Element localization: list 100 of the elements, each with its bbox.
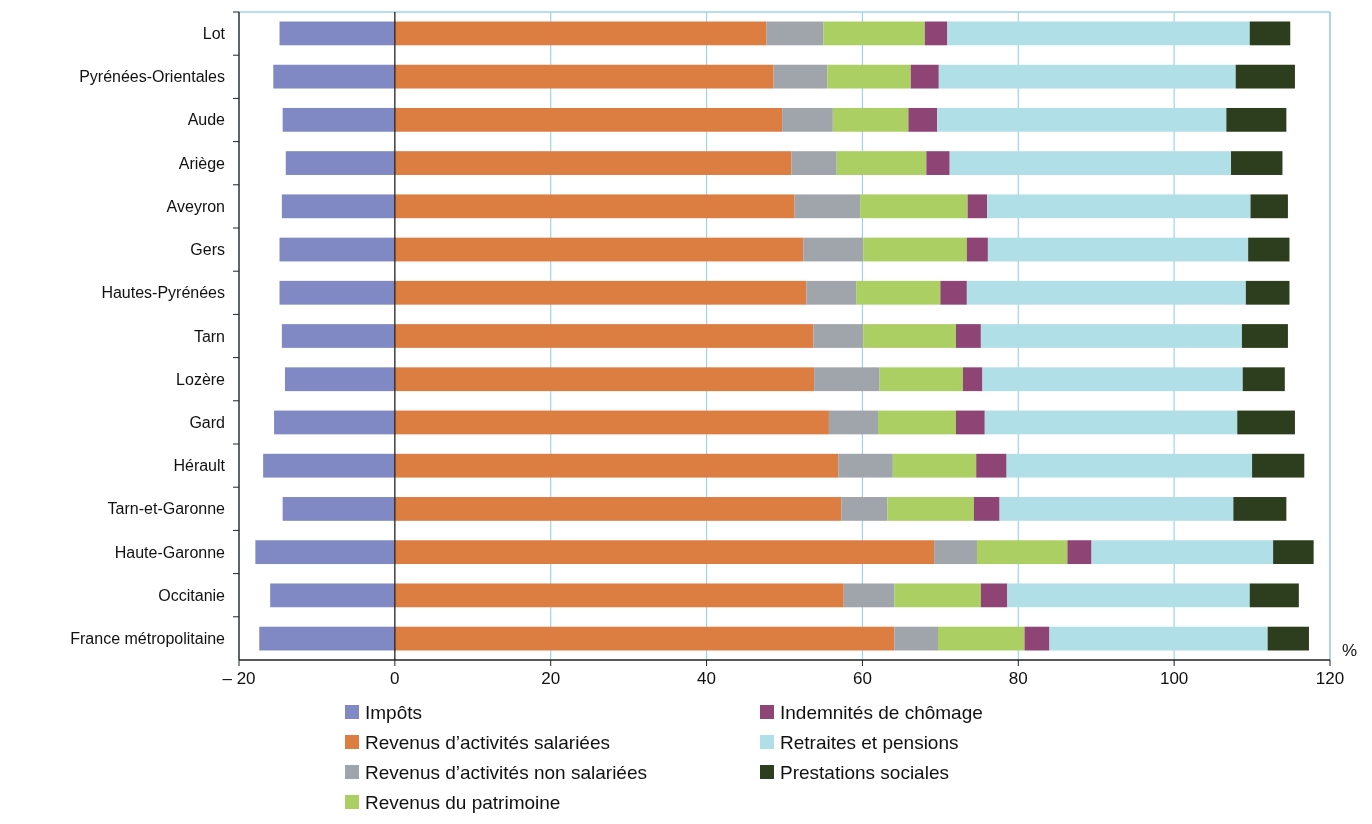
bar bbox=[803, 237, 864, 262]
x-tick-label: 20 bbox=[541, 669, 561, 688]
bar bbox=[394, 497, 842, 521]
bar bbox=[841, 497, 888, 521]
x-tick-label: 80 bbox=[1008, 669, 1028, 688]
bar bbox=[394, 21, 767, 46]
y-tick-label: Aveyron bbox=[166, 197, 225, 215]
bar bbox=[1067, 540, 1092, 565]
bar bbox=[856, 280, 941, 305]
bar bbox=[394, 64, 774, 89]
bar bbox=[259, 626, 395, 651]
bar bbox=[887, 497, 974, 521]
y-tick-label: Lozère bbox=[176, 370, 226, 388]
legend-label: Indemnités de chômage bbox=[780, 701, 983, 723]
bar bbox=[394, 324, 814, 348]
bar bbox=[863, 324, 956, 348]
bar bbox=[794, 194, 861, 219]
bar bbox=[1249, 583, 1299, 608]
bar bbox=[1007, 583, 1250, 608]
bar bbox=[949, 151, 1232, 175]
x-tick-label: 120 bbox=[1315, 669, 1345, 688]
legend-label: Revenus d’activités non salariées bbox=[365, 761, 647, 783]
bar bbox=[1091, 540, 1274, 565]
bar bbox=[279, 280, 395, 305]
bar bbox=[282, 107, 395, 132]
bar bbox=[394, 194, 795, 219]
y-tick-label: Lot bbox=[202, 24, 226, 42]
bar bbox=[947, 21, 1250, 46]
bar bbox=[1237, 410, 1295, 435]
bar bbox=[823, 21, 925, 46]
bar bbox=[938, 64, 1236, 89]
y-tick-label: Gard bbox=[189, 413, 225, 431]
bar bbox=[394, 107, 783, 132]
bar bbox=[394, 151, 792, 175]
bar bbox=[878, 410, 956, 435]
bar bbox=[782, 107, 833, 132]
bar bbox=[838, 453, 893, 478]
y-tick-label: Hérault bbox=[173, 457, 226, 475]
bar bbox=[255, 540, 395, 565]
bar bbox=[1273, 540, 1314, 565]
bar bbox=[394, 367, 815, 392]
bar bbox=[1235, 64, 1295, 89]
bar bbox=[1233, 497, 1287, 521]
y-tick-label: Haute-Garonne bbox=[114, 543, 226, 561]
bar bbox=[282, 497, 395, 521]
bar bbox=[263, 453, 395, 478]
bar bbox=[937, 107, 1227, 132]
bar bbox=[1231, 151, 1283, 175]
bar bbox=[281, 324, 395, 348]
x-tick-label: 100 bbox=[1159, 669, 1189, 688]
y-tick-label: France métropolitaine bbox=[70, 630, 226, 648]
bar bbox=[827, 64, 911, 89]
bar bbox=[1242, 367, 1285, 392]
bar bbox=[279, 237, 395, 262]
x-tick-label: 60 bbox=[852, 669, 872, 688]
bar bbox=[966, 280, 1246, 305]
bar bbox=[813, 324, 864, 348]
bar bbox=[967, 194, 988, 219]
bar bbox=[279, 21, 395, 46]
y-tick-label: Ariège bbox=[178, 154, 226, 172]
bar bbox=[285, 151, 395, 175]
bar bbox=[987, 237, 1249, 262]
bar bbox=[832, 107, 909, 132]
bar bbox=[894, 626, 939, 651]
x-tick-label: 0 bbox=[390, 669, 400, 688]
bar bbox=[987, 194, 1251, 219]
bar bbox=[1226, 107, 1287, 132]
bar bbox=[1049, 626, 1268, 651]
bar bbox=[270, 583, 395, 608]
bar bbox=[1024, 626, 1050, 651]
bar bbox=[1241, 324, 1288, 348]
bar bbox=[766, 21, 824, 46]
x-tick-label: 40 bbox=[697, 669, 717, 688]
bar bbox=[908, 107, 938, 132]
bar bbox=[892, 453, 977, 478]
bar bbox=[394, 280, 807, 305]
y-tick-label: Gers bbox=[190, 241, 225, 259]
bar bbox=[828, 410, 879, 435]
bar bbox=[806, 280, 857, 305]
y-tick-label: Aude bbox=[187, 111, 226, 129]
legend-label: Prestations sociales bbox=[780, 761, 949, 783]
bar bbox=[1267, 626, 1309, 651]
bar bbox=[894, 583, 981, 608]
bar bbox=[773, 64, 828, 89]
bar bbox=[394, 237, 804, 262]
x-tick-label: – 20 bbox=[222, 669, 256, 688]
bar bbox=[814, 367, 880, 392]
bar bbox=[924, 21, 948, 46]
bar bbox=[934, 540, 977, 565]
legend-label: Revenus du patrimoine bbox=[365, 791, 561, 813]
bar bbox=[999, 497, 1234, 521]
bar bbox=[879, 367, 963, 392]
bar bbox=[976, 453, 1007, 478]
y-tick-label: Tarn-et-Garonne bbox=[107, 500, 226, 518]
bar bbox=[284, 367, 395, 392]
legend-label: Retraites et pensions bbox=[780, 731, 959, 753]
bar bbox=[910, 64, 939, 89]
bar bbox=[982, 367, 1243, 392]
bar bbox=[1248, 237, 1290, 262]
bar bbox=[938, 626, 1025, 651]
